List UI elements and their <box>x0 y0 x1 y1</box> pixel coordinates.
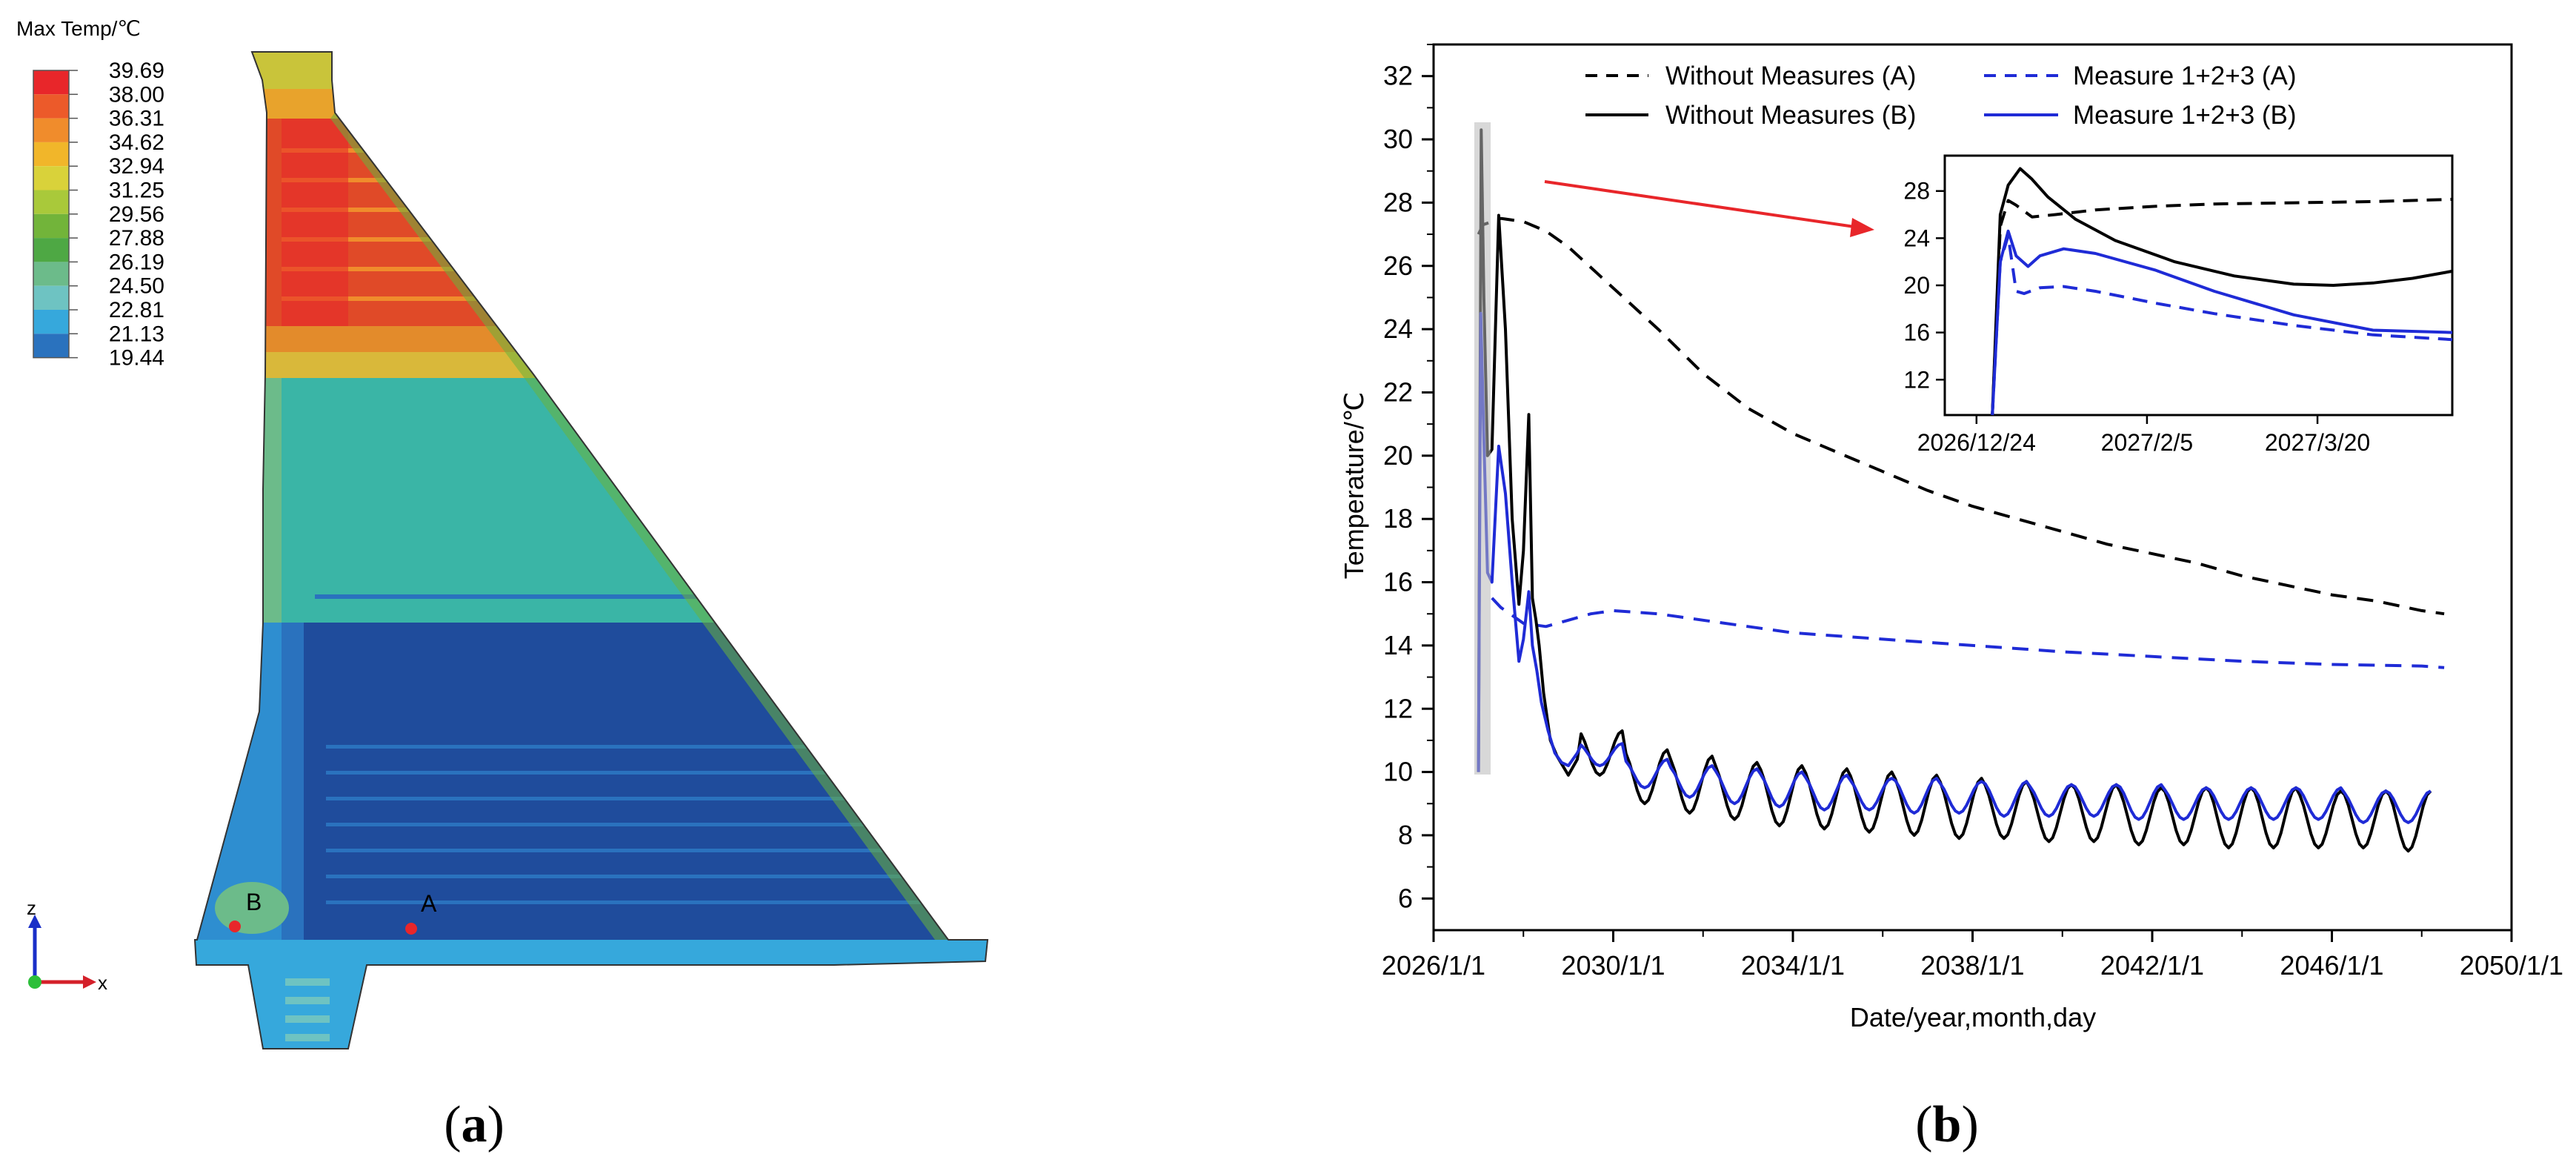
x-tick-label: 2034/1/1 <box>1741 950 1845 981</box>
y-tick-label: 30 <box>1383 124 1413 154</box>
z-axis-label: z <box>27 897 36 919</box>
x-axis-title: Date/year,month,day <box>1850 1002 2096 1032</box>
series-measure-1-2-3-b <box>1477 311 2432 824</box>
legend-swatch <box>33 310 69 334</box>
x-tick-label: 2046/1/1 <box>2280 950 2383 981</box>
legend-b-without: Without Measures (B) <box>1665 101 1916 130</box>
inset-y-tick-label: 12 <box>1903 366 1930 393</box>
caption-b: (b) <box>1915 1096 1979 1153</box>
inset-x-tick-label: 2027/2/5 <box>2101 429 2194 456</box>
inset-y-tick-label: 24 <box>1903 225 1930 251</box>
legend-a-without: Without Measures (A) <box>1665 62 1916 90</box>
highlight-window <box>1474 122 1491 775</box>
inset-axis-ticks: 2026/12/24 2027/2/5 2027/3/20 12 16 20 24 28 <box>1903 178 2370 456</box>
legend-value: 26.19 <box>109 250 164 274</box>
point-b-label: B <box>246 889 262 915</box>
x-tick-label: 2038/1/1 <box>1920 950 2024 981</box>
legend-swatch <box>33 166 69 190</box>
y-tick-label: 22 <box>1383 377 1413 407</box>
x-tick-label: 2026/1/1 <box>1382 950 1485 981</box>
y-tick-label: 26 <box>1383 251 1413 281</box>
series-without-measures-a- <box>1477 216 2445 616</box>
y-tick-label: 8 <box>1398 820 1413 850</box>
x-axis-label: x <box>98 972 107 994</box>
legend-swatch <box>33 213 69 239</box>
inset-series-without-measures-b- <box>1991 167 2453 416</box>
temperature-legend: Max Temp/℃ 39.6938.0036.3134.6232.9431.2… <box>16 17 164 371</box>
legend-swatch <box>33 142 69 167</box>
temperature-chart-panel: 2026/1/1 2030/1/1 2034/1/1 2038/1/1 2042/1/1… <box>1339 43 2563 1153</box>
y-tick-label: 12 <box>1383 693 1413 723</box>
x-tick-label: 2030/1/1 <box>1561 950 1665 981</box>
legend-swatch <box>33 94 69 119</box>
legend-value: 31.25 <box>109 179 164 203</box>
legend-value: 38.00 <box>109 82 164 107</box>
legend-a-measure: Measure 1+2+3 (A) <box>2073 62 2297 90</box>
chart-legend: Without Measures (A) Measure 1+2+3 (A) W… <box>1585 62 2297 130</box>
axis-triad: z x <box>27 897 107 994</box>
y-tick-label: 10 <box>1383 757 1413 787</box>
legend-value: 19.44 <box>109 346 164 371</box>
legend-value: 34.62 <box>109 130 164 155</box>
dam-outline <box>193 51 989 1049</box>
x-tick-label: 2050/1/1 <box>2460 950 2563 981</box>
y-tick-label: 24 <box>1383 314 1413 344</box>
y-tick-label: 16 <box>1383 567 1413 597</box>
legend-value: 29.56 <box>109 202 164 227</box>
point-a-label: A <box>421 890 437 917</box>
legend-swatch <box>33 70 69 95</box>
main-series <box>1477 128 2445 853</box>
zoom-arrow <box>1544 180 1874 237</box>
caption-a: (a) <box>444 1096 505 1153</box>
inset-y-tick-label: 20 <box>1903 272 1930 299</box>
main-axis-ticks: 2026/1/1 2030/1/1 2034/1/1 2038/1/1 2042/1/1… <box>1382 44 2563 981</box>
inset-series-measure-1-2-3-b- <box>1991 229 2453 416</box>
legend-swatch <box>33 190 69 214</box>
legend-value: 36.31 <box>109 107 164 131</box>
dam-body <box>195 52 988 1049</box>
point-a-marker <box>405 923 417 935</box>
legend-title: Max Temp/℃ <box>16 17 141 40</box>
legend-swatch <box>33 285 69 310</box>
y-tick-label: 28 <box>1383 187 1413 217</box>
legend-swatch <box>33 334 69 358</box>
y-tick-label: 32 <box>1383 61 1413 91</box>
inset-x-tick-label: 2027/3/20 <box>2265 429 2370 456</box>
legend-value: 27.88 <box>109 226 164 251</box>
legend-value: 32.94 <box>109 154 164 179</box>
legend-value: 39.69 <box>109 59 164 83</box>
y-axis-title: Temperature/℃ <box>1339 392 1369 580</box>
inset-x-tick-label: 2026/12/24 <box>1917 429 2036 456</box>
y-tick-label: 6 <box>1398 883 1413 913</box>
series-measure-1-2-3-a- <box>1491 597 2445 669</box>
legend-swatch <box>33 238 69 262</box>
point-b-marker <box>229 921 241 932</box>
inset-series <box>1991 167 2453 416</box>
inset-y-tick-label: 16 <box>1903 319 1930 346</box>
cool-layer-stripes <box>326 745 941 904</box>
inset-y-tick-label: 28 <box>1903 178 1930 205</box>
y-tick-label: 14 <box>1383 630 1413 660</box>
legend-b-measure: Measure 1+2+3 (B) <box>2073 101 2297 130</box>
series-without-measures-b <box>1477 128 2432 853</box>
x-tick-label: 2042/1/1 <box>2100 950 2204 981</box>
inset-series-without-measures-a- <box>1991 197 2453 416</box>
legend-swatch <box>33 262 69 286</box>
dam-contour-panel: A B z x Max Temp/℃ 39.6938.0036.3134.623… <box>16 17 989 1153</box>
legend-swatch <box>33 118 69 142</box>
legend-value: 22.81 <box>109 298 164 322</box>
y-tick-label: 18 <box>1383 503 1413 534</box>
y-tick-label: 20 <box>1383 440 1413 471</box>
legend-value: 21.13 <box>109 322 164 346</box>
legend-value: 24.50 <box>109 274 164 299</box>
